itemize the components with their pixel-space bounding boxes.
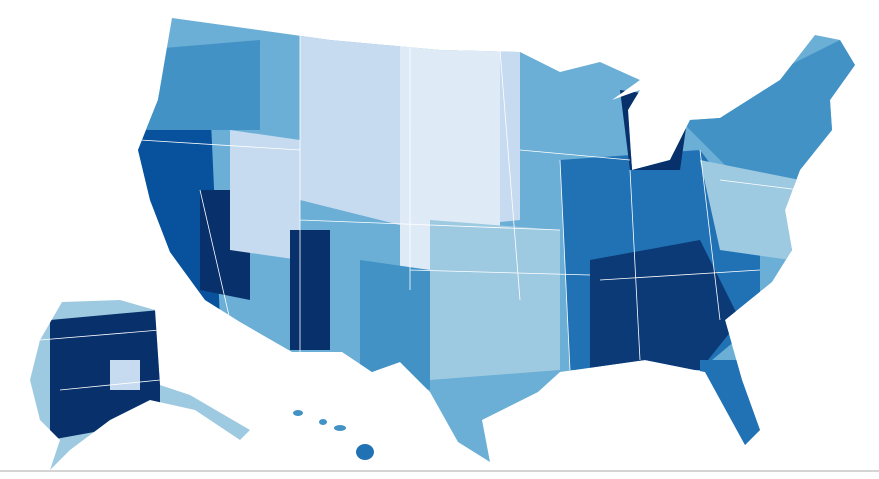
hawaii (293, 410, 374, 460)
alaska (30, 300, 250, 470)
contiguous-states (138, 18, 855, 462)
